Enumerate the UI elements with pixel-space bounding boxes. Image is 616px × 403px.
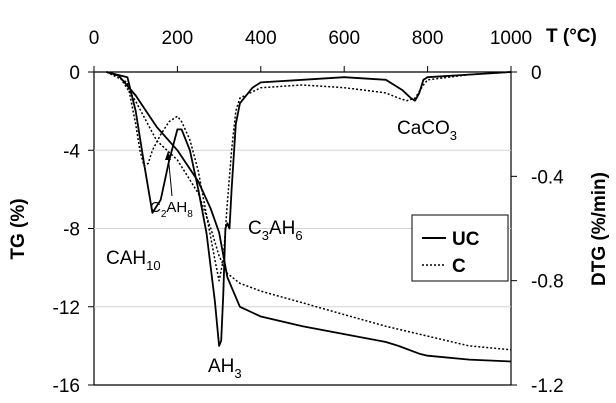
legend-label-c: C: [452, 256, 466, 277]
y-left-tick-label: -4: [63, 141, 80, 162]
series-lines: [106, 71, 512, 363]
svg-text:C3AH6: C3AH6: [248, 218, 303, 243]
annotation-ah3: AH3: [208, 356, 242, 381]
legend-label-uc: UC: [452, 229, 480, 250]
svg-text:C2AH8: C2AH8: [150, 199, 193, 220]
y-right-tick-label: 0: [531, 63, 542, 84]
y-left-tick-label: -8: [63, 220, 80, 241]
annotation-c3ah6: C3AH6: [248, 218, 303, 243]
tick-marks: [88, 66, 517, 386]
legend: UC C: [411, 214, 509, 282]
svg-text:AH3: AH3: [208, 356, 242, 381]
annotation-cah10: CAH10: [106, 248, 161, 273]
series-uc-tg: [106, 71, 512, 363]
x-axis-title: T (°C): [546, 26, 597, 47]
y-left-axis-title: TG (%): [8, 198, 29, 259]
y-left-tick-label: 0: [69, 63, 80, 84]
x-tick-label: 200: [162, 28, 194, 49]
x-tick-label: 600: [328, 28, 360, 49]
y-right-tick-label: -0.8: [531, 272, 564, 293]
y-right-tick-label: -1.2: [531, 376, 564, 397]
y-left-tick-label: -12: [53, 298, 80, 319]
series-c-tg: [106, 71, 512, 351]
x-tick-label: 0: [89, 28, 100, 49]
tick-labels: 0 -4 -8 -12 -16 0 -0.4 -0.8 -1.2 0 200 400 600 800 100…: [53, 28, 565, 397]
annotation-c2ah8: C2AH8: [150, 151, 193, 220]
y-right-tick-label: -0.4: [531, 167, 564, 188]
y-left-tick-label: -16: [53, 376, 80, 397]
svg-text:CAH10: CAH10: [106, 248, 161, 273]
svg-text:CaCO3: CaCO3: [397, 118, 457, 143]
x-tick-label: 800: [412, 28, 444, 49]
y-right-axis-title: DTG (%/min): [589, 172, 610, 286]
annotation-c2ah8-arrowhead: [165, 151, 171, 160]
annotation-c2ah8-arrow: [167, 153, 173, 197]
legend-box: [411, 214, 509, 282]
annotation-caco3: CaCO3: [397, 118, 457, 143]
x-tick-label: 1000: [490, 28, 532, 49]
x-tick-label: 400: [245, 28, 277, 49]
